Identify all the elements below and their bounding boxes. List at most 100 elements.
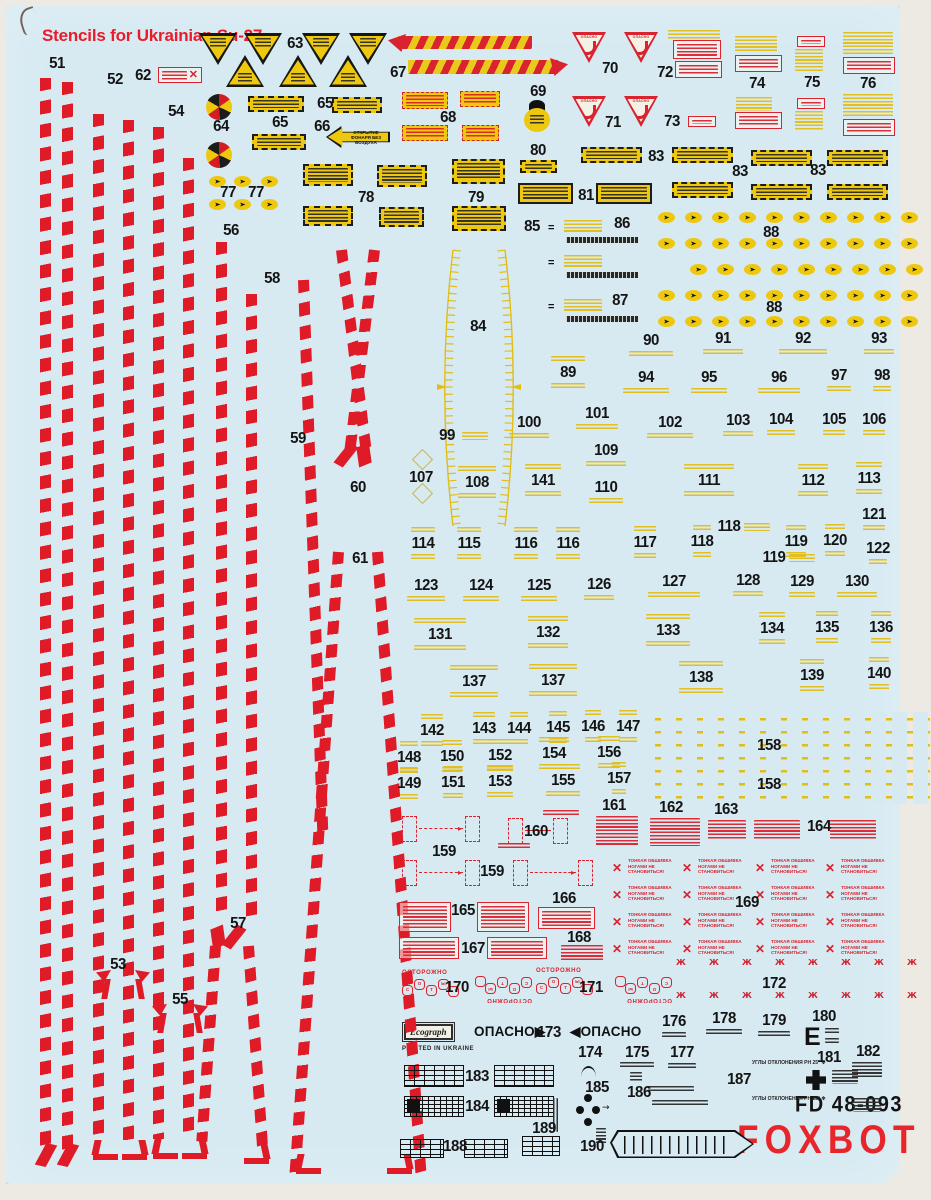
decal-number-label: 121 [862,506,886,523]
fuel-drain-marker: ➤ [685,238,702,249]
decal-number-label: 97 [831,367,847,384]
red-stencil-text [754,820,800,840]
yellow-stencil-text [556,527,580,534]
yellow-stencil-text [684,491,734,498]
decal-number-label: 190 [580,1138,604,1155]
black-stencil-text [652,1100,708,1107]
walkway-stripe-decal [123,120,134,1140]
decal-number-label: 62 [135,67,151,84]
yellow-stencil-text [521,596,557,603]
yellow-stencil-text [798,491,828,498]
fuel-drain-marker: ➤ [712,212,729,223]
yellow-stencil-text [800,686,824,693]
stencil-text-lines [491,940,543,956]
fuel-drain-marker: ➤ [739,212,756,223]
decal-number-label: 181 [817,1049,841,1066]
yellow-stencil-text [598,736,620,743]
yellow-stencil-text [551,383,585,390]
walkway-stripe-decal [40,78,51,1150]
decal-number-label: 112 [801,472,825,489]
black-stencil-text [668,1063,696,1069]
black-stencil-text [706,1029,742,1036]
decal-number-label: 148 [397,749,421,766]
decal-number-label: 73 [664,113,680,130]
decal-number-label: 54 [168,103,184,120]
yellow-stencil-text [556,554,580,561]
fuel-drain-marker: ➤ [261,199,278,210]
walkway-stripe-decal [246,294,257,918]
yellow-stencil-text [473,739,495,746]
yellow-stencil-text [759,612,785,619]
decal-number-label: 182 [856,1043,880,1060]
maintenance-dots-diagram: → [553,1094,612,1134]
no-step-cross-stencil: ✕ ТОНКАЯ ОБШИВКА НОГАМИ НЕ СТАНОВИТЬСЯ! [682,858,742,875]
yellow-stencil-text [648,592,700,599]
yellow-stencil-text [634,526,656,533]
decal-number-label: 101 [585,405,609,422]
fuel-drain-marker: ➤ [847,316,864,327]
fuel-drain-marker: ➤ [658,238,675,249]
data-table-decal [404,1096,464,1117]
red-stencil-plate [735,112,782,129]
red-stencil-text [830,820,876,840]
red-stencil-plate [797,98,825,109]
fuel-drain-marker: ➤ [261,176,278,187]
decal-number-label: 159 [432,843,456,860]
decal-number-label: 72 [657,64,673,81]
no-step-cross-stencil: ✕ ТОНКАЯ ОБШИВКА НОГАМИ НЕ СТАНОВИТЬСЯ! [682,939,742,956]
yellow-stencil-text [668,30,720,40]
no-step-cross-stencil: ✕ ТОНКАЯ ОБШИВКА НОГАМИ НЕ СТАНОВИТЬСЯ! [755,912,815,929]
fuel-drain-marker: ➤ [766,316,783,327]
hazard-triangle-decal [199,33,237,65]
yellow-stencil-text [525,491,561,498]
stencil-text-lines [481,905,525,929]
yellow-stencil-text [549,711,567,718]
decal-number-label: 188 [443,1138,467,1155]
fuel-drain-marker: ➤ [901,290,918,301]
decal-number-label: 94 [638,369,654,386]
decal-number-label: 103 [726,412,750,429]
yellow-stencil-text [759,639,785,646]
decal-number-label: 52 [107,71,123,88]
no-step-cross-stencil: ✕ ТОНКАЯ ОБШИВКА НОГАМИ НЕ СТАНОВИТЬСЯ! [755,858,815,875]
stencil-text-lines [847,60,891,71]
decal-number-label: 109 [594,442,618,459]
no-step-cross-stencil: ✕ ТОНКАЯ ОБШИВКА НОГАМИ НЕ СТАНОВИТЬСЯ! [755,939,815,956]
stencil-text-lines [601,187,647,200]
fuel-drain-marker: ➤ [820,290,837,301]
measure-strip-decal: = [548,220,643,246]
stencil-text-lines [523,187,568,200]
black-stencil-text [648,1086,694,1093]
fuel-drain-marker: ➤ [771,264,788,275]
red-warning-plate [399,937,459,959]
danger-stripe-arrow [408,58,568,76]
yellow-stencil-text [856,462,882,469]
yellow-stencil-text [684,464,734,471]
fuel-drain-marker: ➤ [793,316,810,327]
stencil-text-lines [308,210,348,222]
data-table-decal [494,1096,554,1117]
decal-number-label: 128 [736,572,760,589]
yellow-stencil-plate [452,206,506,231]
yellow-stencil-plate [252,134,306,150]
decal-number-label: 139 [800,667,824,684]
decal-number-label: 186 [627,1084,651,1101]
yellow-stencil-plate [596,183,652,204]
yellow-stencil-text [619,737,637,744]
yellow-stencil-plate [751,184,812,200]
rudder-angle-stencil: УГЛЫ ОТКЛОНЕНИЯ РН 25° ✼ [752,1096,826,1102]
decal-number-label: 171 [579,979,603,996]
yellow-stencil-text [647,433,693,440]
decal-number-label: 118 [690,533,714,550]
stripe-foot-mark [91,1140,119,1160]
yellow-stencil-text [679,688,723,695]
decal-number-label: 160 [524,823,548,840]
yellow-stencil-text [873,386,891,393]
ladder-position-stencil: ▸ [513,860,593,890]
yellow-stencil-text [619,710,637,717]
decal-number-label: 115 [457,535,481,552]
yellow-stencil-text [529,664,577,671]
decal-number-label: 65 [317,95,333,112]
yellow-stencil-text [736,97,772,111]
